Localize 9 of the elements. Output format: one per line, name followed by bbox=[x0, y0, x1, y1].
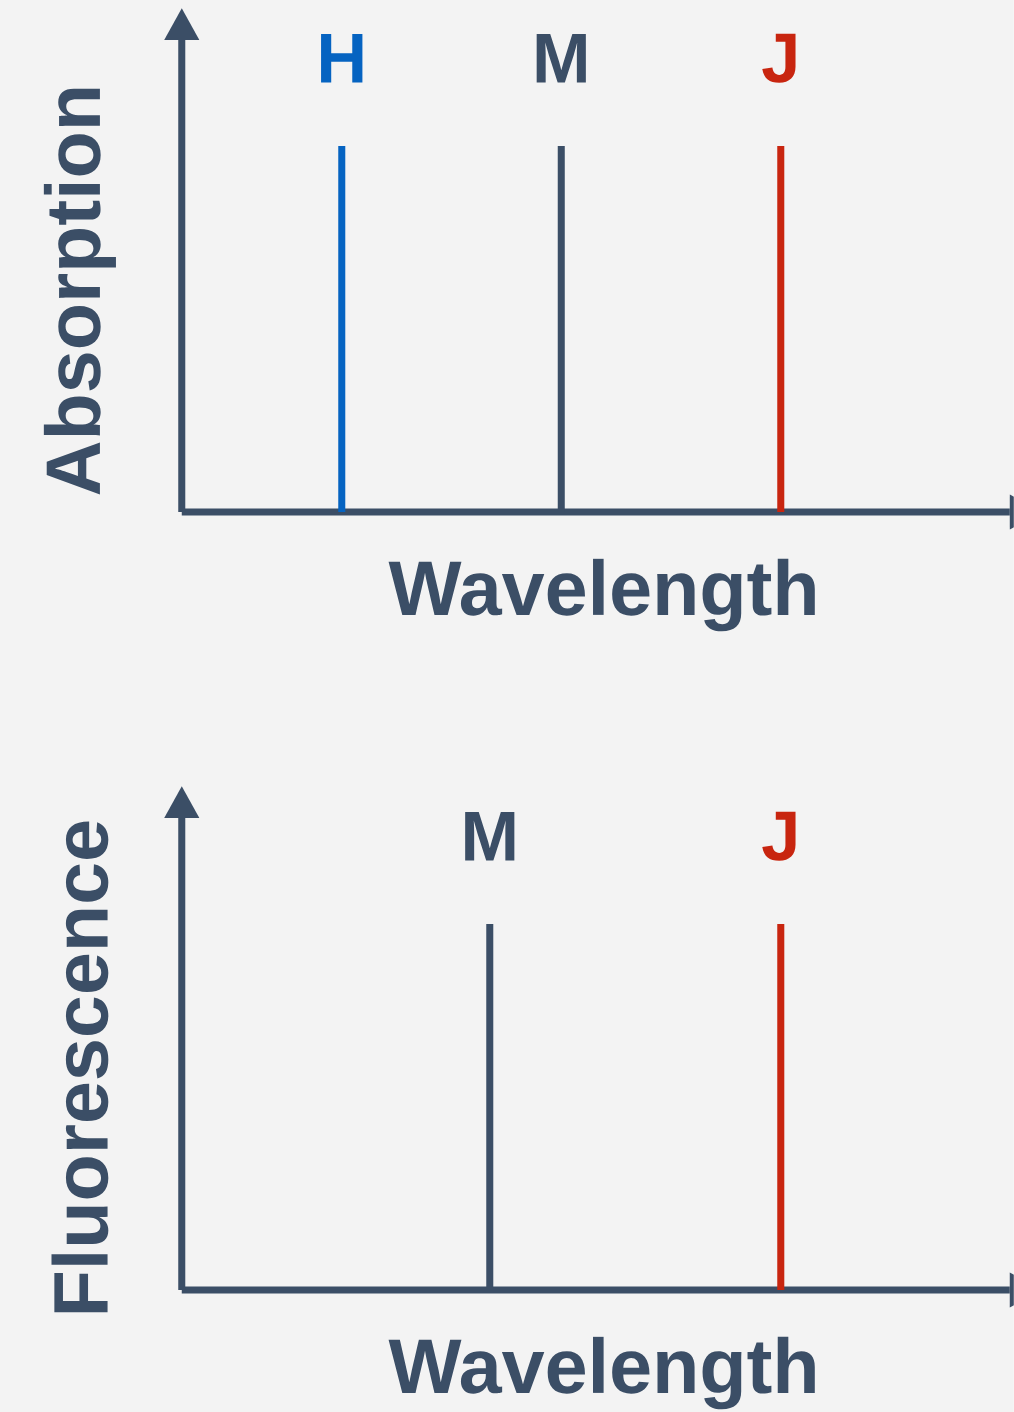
x-tick-label: J bbox=[762, 33, 796, 83]
x-tick-label: M bbox=[465, 812, 515, 861]
y-axis-title: Fluorescence bbox=[51, 821, 109, 1313]
x-tick-label: J bbox=[762, 811, 796, 861]
x-tick-label: M bbox=[536, 34, 586, 83]
x-axis-title: Wavelength bbox=[388, 558, 815, 632]
x-axis-title: Wavelength bbox=[388, 1336, 815, 1410]
y-axis-title: Absorption bbox=[43, 88, 117, 495]
x-tick-label: H bbox=[321, 34, 363, 83]
